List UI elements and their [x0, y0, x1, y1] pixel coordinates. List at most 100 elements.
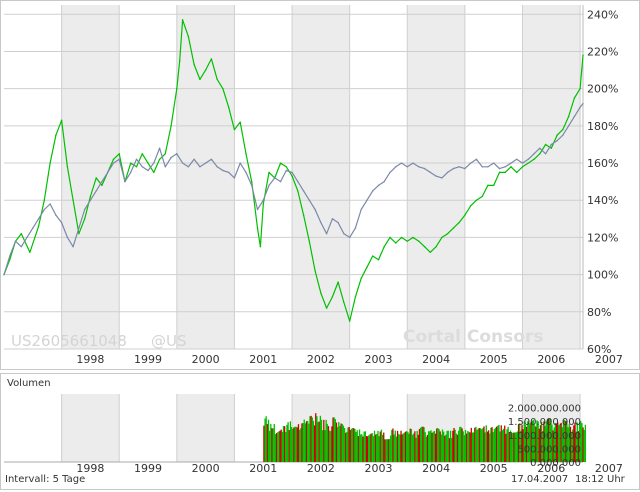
green-series-point — [435, 246, 437, 248]
volume-bar — [400, 430, 402, 462]
green-series-point — [291, 175, 293, 177]
gray-series-point — [389, 171, 391, 174]
volume-bar — [500, 425, 502, 462]
volume-bar — [371, 433, 373, 462]
volume-bar — [385, 439, 387, 462]
green-series-point — [579, 87, 581, 90]
gray-series-point — [372, 190, 374, 192]
gray-series-point — [556, 140, 558, 142]
y-tick-label: 180% — [587, 120, 618, 133]
volume-bar — [540, 421, 543, 462]
gray-series-point — [458, 166, 460, 168]
green-series-point — [66, 166, 69, 168]
green-series-point — [458, 221, 460, 224]
volume-bar — [563, 419, 566, 462]
gray-series-point — [395, 166, 397, 168]
volume-bar — [272, 428, 274, 462]
volume-bar — [509, 430, 512, 462]
green-series-point — [176, 87, 178, 90]
volume-bar — [475, 426, 477, 462]
volume-bar — [440, 434, 442, 462]
green-series-point — [423, 246, 426, 248]
volume-bar — [424, 432, 426, 462]
gray-series-point — [314, 208, 316, 211]
volume-bar — [394, 430, 396, 462]
volume-bar — [350, 428, 353, 462]
green-series-point — [556, 134, 558, 136]
volume-bar — [273, 424, 275, 462]
volume-bar — [522, 429, 524, 462]
gray-series-point — [187, 166, 190, 168]
volume-bar — [263, 425, 265, 462]
green-series-point — [101, 184, 103, 187]
volume-chart: Volumen 0.000.000 500.000.000 1.000.000.00… — [4, 378, 626, 485]
green-series-point — [268, 171, 270, 174]
green-series-point — [112, 158, 115, 161]
volume-bar — [365, 435, 368, 462]
volume-bar — [407, 432, 409, 462]
y-tick-label: 160% — [587, 157, 618, 170]
volume-bar — [269, 430, 271, 462]
gray-series-point — [325, 233, 328, 235]
gray-series-point — [377, 184, 380, 187]
gray-series-point — [89, 199, 92, 201]
gray-series-point — [199, 166, 201, 168]
volume-bar — [553, 427, 555, 462]
volume-bar — [354, 428, 356, 462]
gray-series-point — [193, 158, 195, 161]
volume-bar — [525, 426, 528, 462]
volume-bar — [535, 426, 537, 462]
exchange-watermark: @US — [151, 332, 187, 350]
green-series-point — [493, 184, 495, 187]
volume-bar — [498, 424, 500, 462]
year-band-2000 — [176, 5, 235, 349]
gray-series-point — [297, 180, 299, 183]
volume-bar — [393, 434, 395, 462]
volume-bar — [436, 428, 438, 462]
volume-bar — [360, 434, 362, 462]
green-series-point — [158, 158, 161, 161]
volume-bar — [516, 431, 519, 462]
gray-series-point — [83, 208, 86, 211]
green-series-point — [204, 69, 207, 71]
volume-bar — [341, 423, 343, 462]
gray-series-point — [118, 158, 120, 161]
volume-bar — [307, 421, 309, 462]
volume-bar — [542, 430, 544, 462]
green-series-point — [446, 233, 449, 235]
volume-bar — [388, 439, 391, 462]
volume-bar — [471, 432, 474, 462]
green-series-point — [60, 119, 63, 121]
green-series-point — [130, 162, 132, 164]
vol-x-tick-label: 2005 — [480, 462, 508, 475]
x-tick-label: 2007 — [595, 353, 623, 366]
volume-bar — [558, 425, 560, 462]
volume-bar — [464, 429, 467, 462]
green-series-point — [262, 203, 264, 205]
green-series-point — [562, 128, 564, 131]
volume-bar — [378, 436, 380, 462]
vol-x-tick-label: 2006 — [537, 462, 565, 475]
gray-series-point — [268, 184, 270, 187]
green-series-point — [389, 236, 391, 239]
volume-bar — [403, 432, 406, 462]
volume-bar — [392, 428, 394, 462]
volume-bar — [494, 427, 497, 462]
volume-bar — [396, 430, 399, 462]
volume-bar — [398, 433, 400, 462]
volume-bar — [281, 431, 283, 462]
volume-bar — [401, 434, 403, 462]
gray-series-point — [366, 199, 368, 201]
volume-bar — [451, 437, 453, 462]
volume-bar — [300, 428, 302, 462]
volume-bar — [338, 422, 340, 462]
volume-bar — [380, 429, 383, 462]
volume-bar — [408, 433, 410, 462]
gray-series-point — [579, 106, 581, 108]
volume-bar — [578, 422, 581, 462]
volume-bar — [537, 421, 539, 462]
gray-series-point — [302, 190, 305, 192]
green-series-point — [83, 218, 86, 220]
gray-series-point — [475, 158, 478, 161]
volume-bar — [366, 436, 369, 462]
